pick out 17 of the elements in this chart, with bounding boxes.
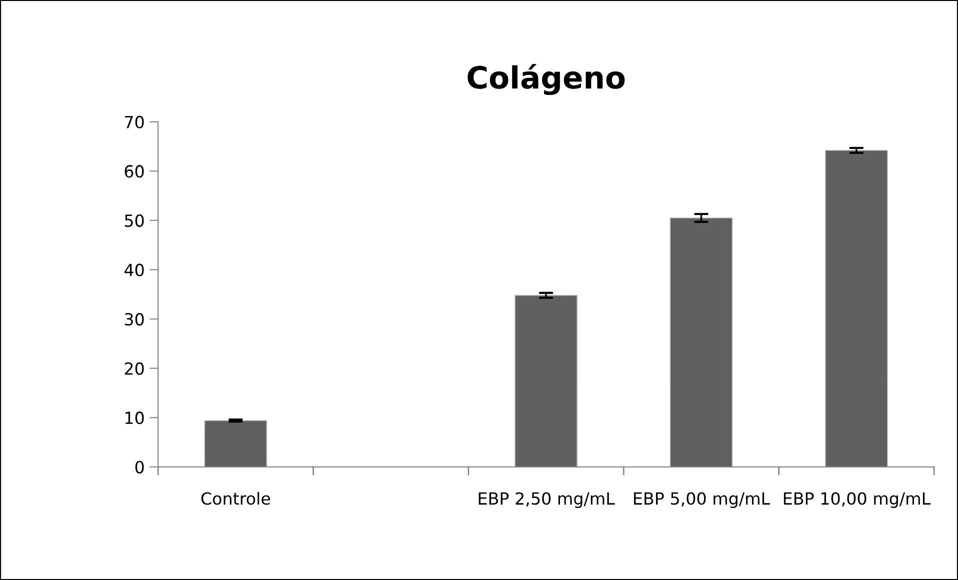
bar: [670, 218, 733, 467]
y-tick-label: 70: [125, 116, 144, 128]
y-tick-label: 40: [124, 264, 144, 276]
x-tick-label: EBP 5,00 mg/mL: [634, 492, 770, 508]
y-tick-label: 10: [126, 412, 144, 424]
x-tick-label: EBP 10,00 mg/mL: [784, 492, 930, 508]
x-tick-label: EBP 2,50 mg/mL: [478, 492, 615, 508]
chart-title: Colágeno: [468, 64, 625, 96]
bar: [514, 294, 578, 467]
y-tick-label: 0: [135, 460, 144, 474]
bar: [204, 420, 268, 467]
bar: [824, 150, 888, 467]
y-tick-label: 50: [124, 214, 144, 227]
x-tick-label: Controle: [201, 492, 270, 505]
y-tick-label: 20: [124, 362, 144, 375]
y-tick-label: 60: [124, 165, 144, 178]
y-tick-label: 30: [124, 312, 144, 326]
